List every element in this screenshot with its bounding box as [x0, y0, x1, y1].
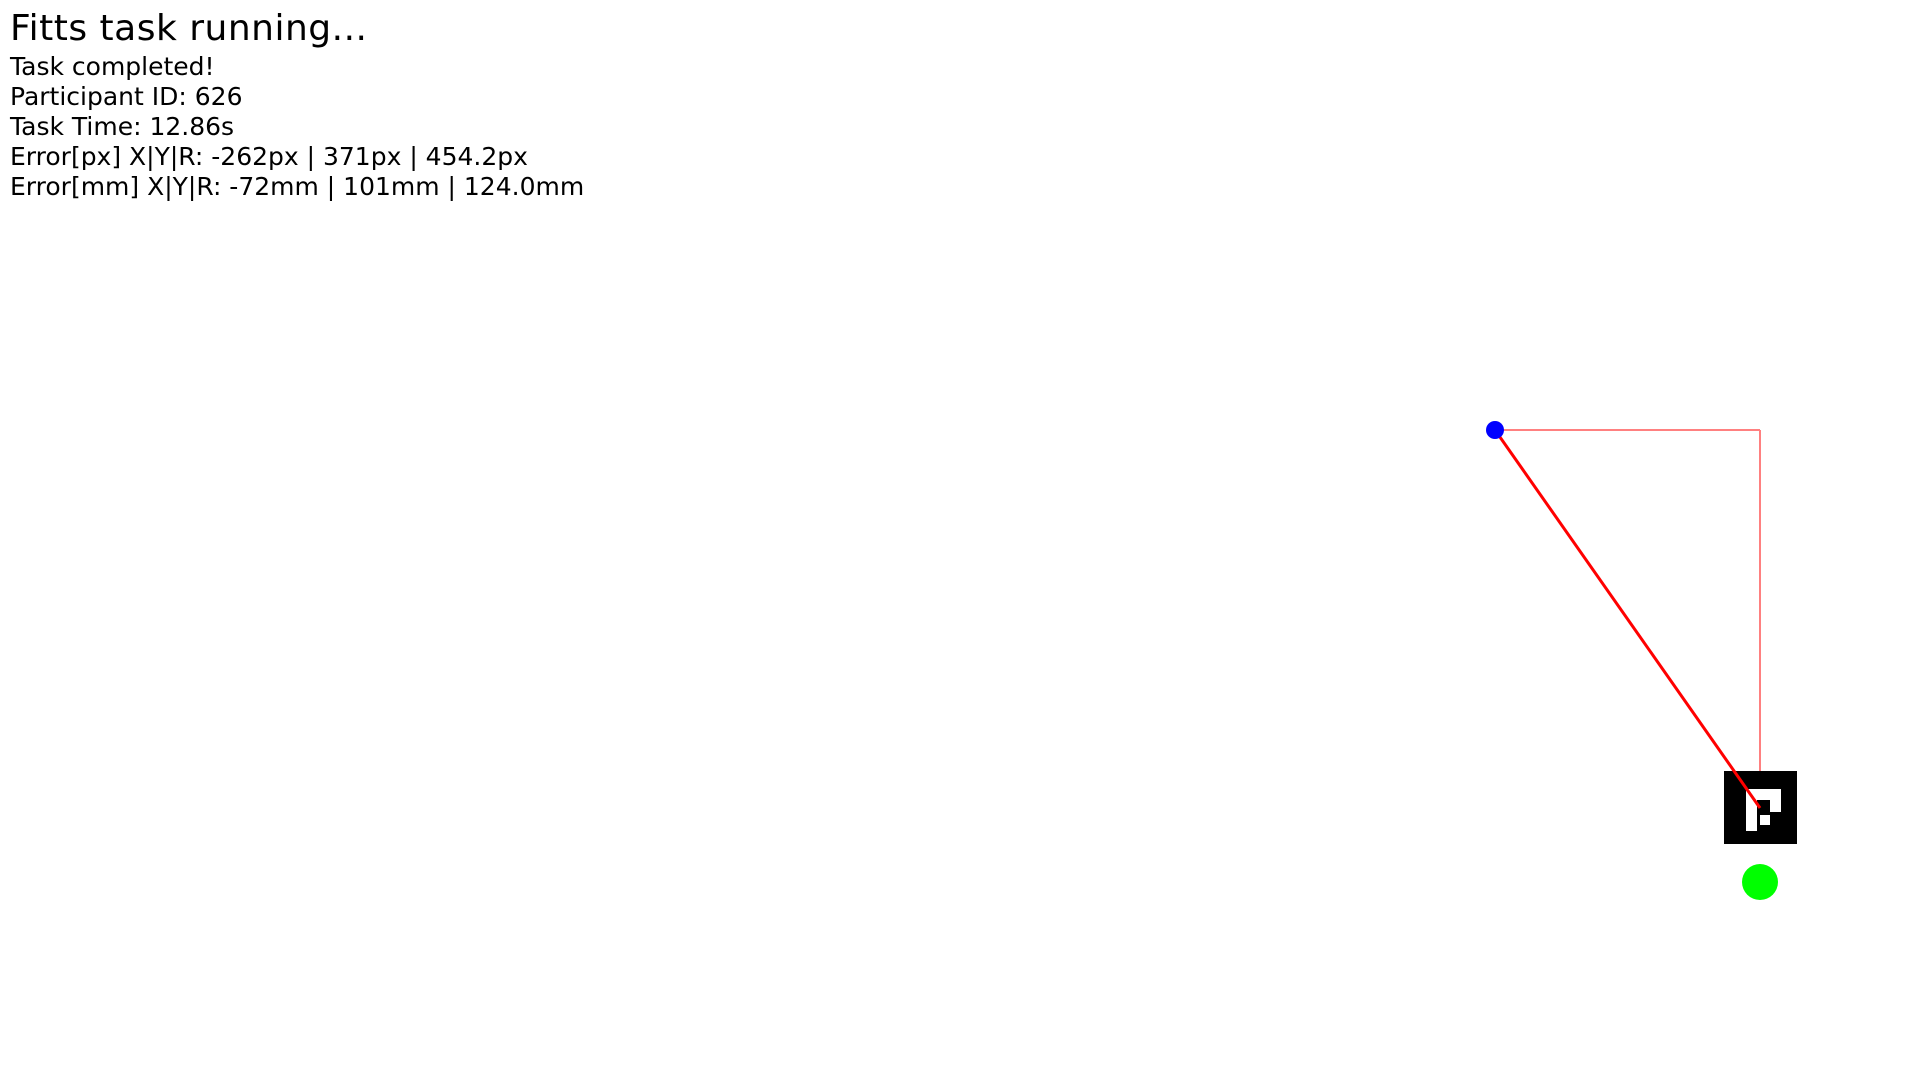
task-status-title: Fitts task running... — [10, 8, 368, 49]
target-dot-icon — [1742, 864, 1778, 900]
task-time-text: Task Time: 12.86s — [10, 112, 235, 141]
radial-error-line — [1493, 429, 1762, 809]
cursor-dot-icon — [1486, 421, 1504, 439]
task-completed-text: Task completed! — [10, 52, 215, 81]
participant-id-text: Participant ID: 626 — [10, 82, 243, 111]
error-px-text: Error[px] X|Y|R: -262px | 371px | 454.2p… — [10, 142, 528, 171]
error-mm-text: Error[mm] X|Y|R: -72mm | 101mm | 124.0mm — [10, 172, 585, 201]
status-overlay: Fitts task running... Task completed! Pa… — [10, 6, 584, 202]
